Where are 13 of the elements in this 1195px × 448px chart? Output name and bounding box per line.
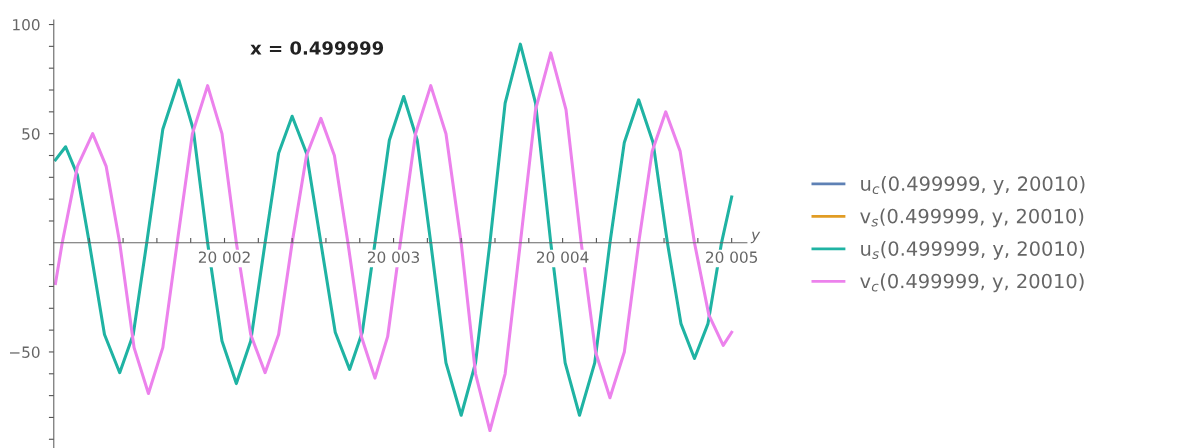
legend-label: v$_{s}$(0.499999, y, 20010) [860,208,1084,228]
x-axis-title: y [750,231,761,244]
x-tick-label: 20 002 [198,251,250,263]
y-tick-label: 100 [13,18,40,31]
y-tick-label: −50 [9,346,40,358]
text: x = 0.499999 [250,41,384,55]
legend-label: u$_{c}$(0.499999, y, 20010) [861,175,1085,195]
legend-label: v$_{c}$(0.499999, y, 20010) [860,273,1084,293]
x-tick-label: 20 004 [537,251,589,263]
x-tick-label: 20 003 [367,251,420,263]
legend-label: u$_{s}$(0.499999, y, 20010) [861,240,1085,260]
y-tick-label: 50 [22,128,40,140]
x-tick-label: 20 005 [706,251,758,263]
